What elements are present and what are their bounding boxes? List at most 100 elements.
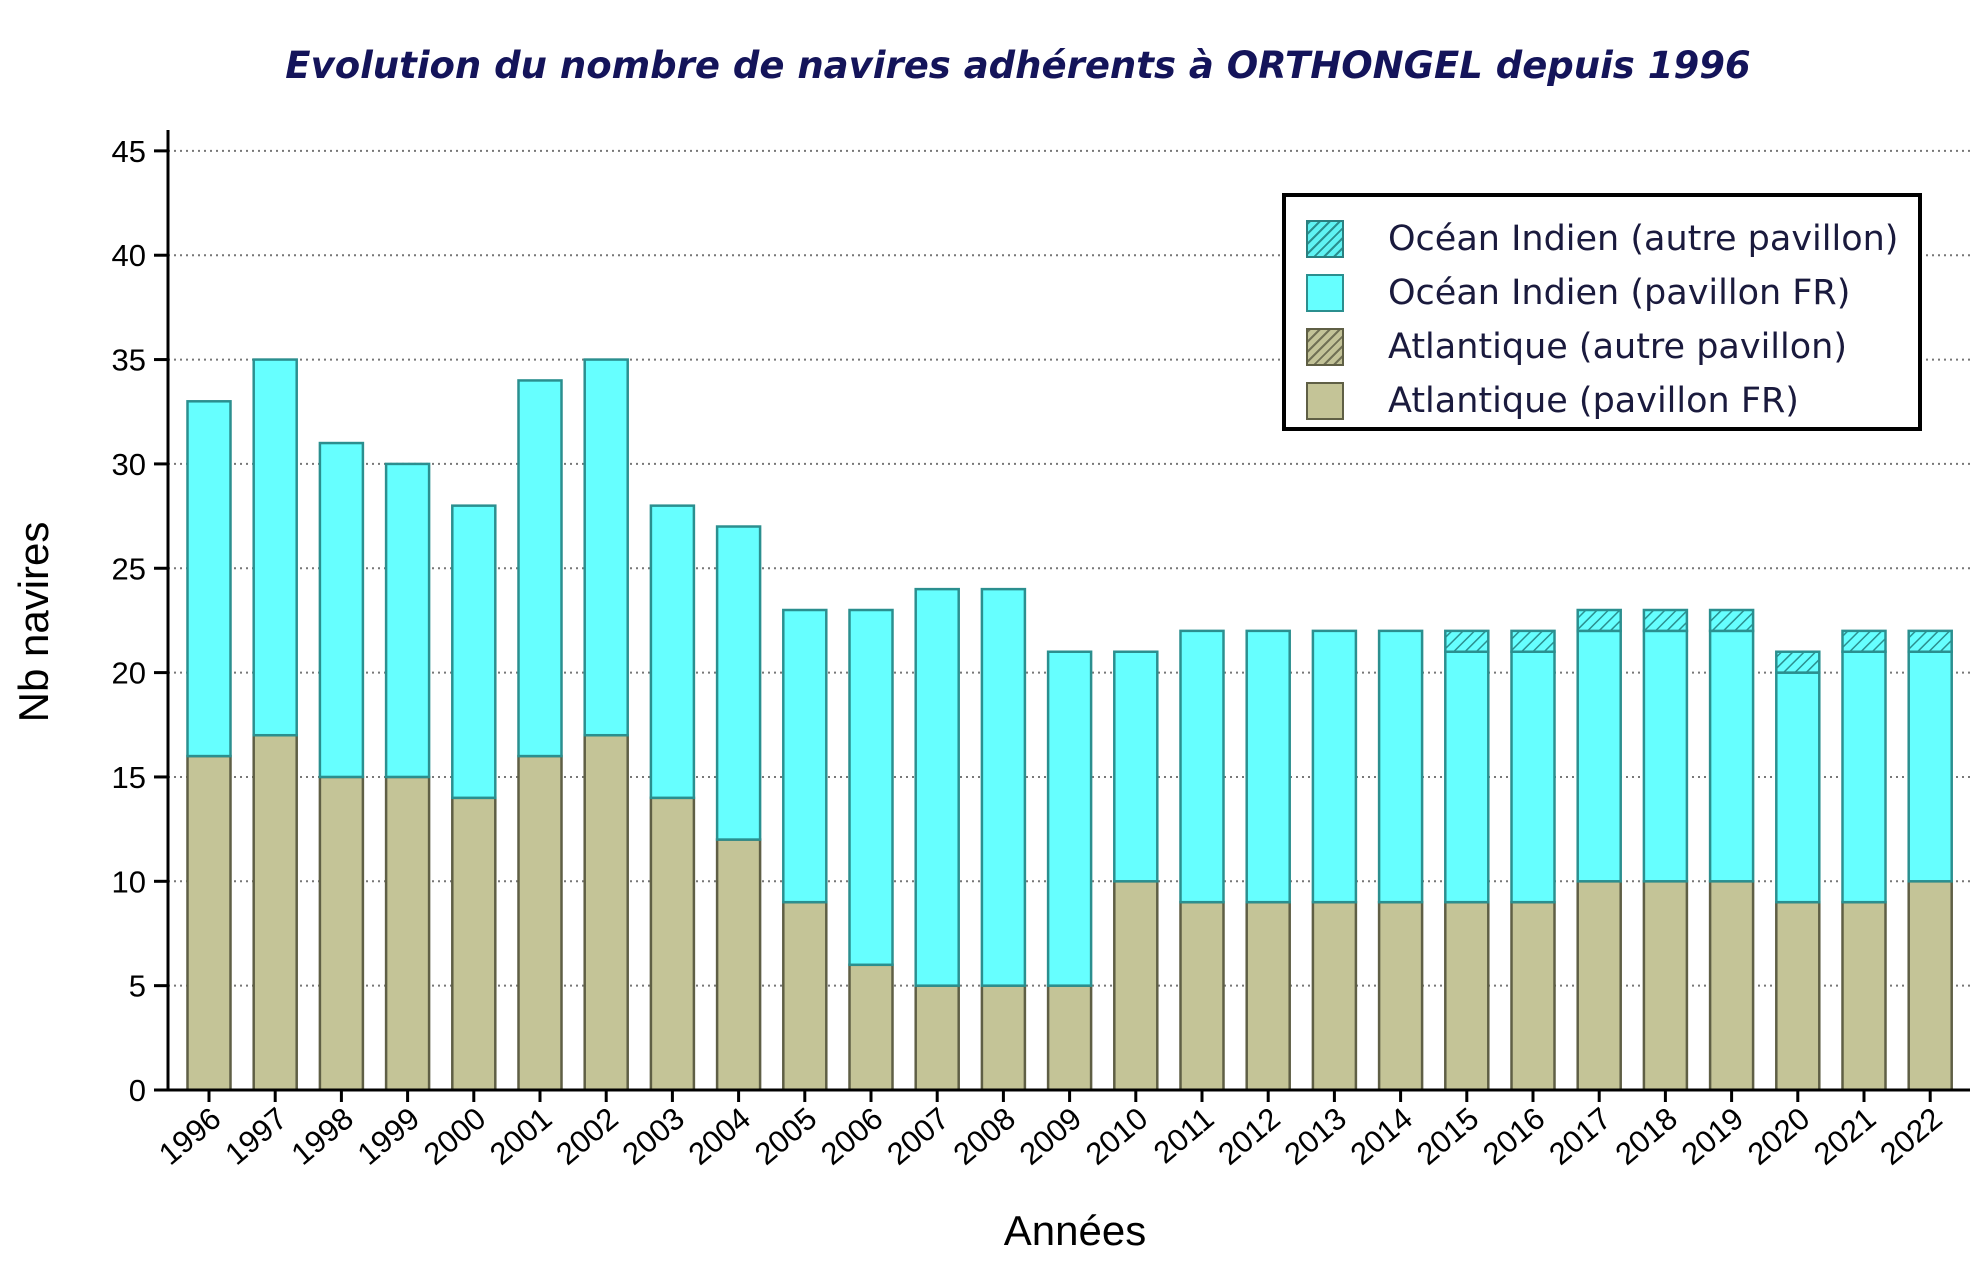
bar-segment (1245, 900, 1291, 1092)
bar-segment (848, 963, 894, 1092)
x-axis-label: Années (1004, 1207, 1146, 1254)
bar-segment (1377, 900, 1424, 1092)
x-tick-label: 2005 (748, 1101, 823, 1172)
bar-segment (1841, 629, 1887, 653)
bar-segment (186, 754, 232, 1092)
bar-segment (1907, 880, 1953, 1092)
bar-segment (451, 796, 497, 1092)
bar-segment (1510, 900, 1556, 1092)
bar-segment (1708, 880, 1755, 1092)
legend-swatch-ocean-indien-autre (1306, 220, 1344, 258)
x-tick-label: 2019 (1675, 1101, 1750, 1172)
x-tick-label: 2013 (1278, 1101, 1353, 1172)
bar-segment (1245, 629, 1291, 904)
y-tick-label: 40 (112, 238, 146, 273)
x-tick-label: 2018 (1609, 1101, 1684, 1172)
bar-segment (914, 984, 960, 1092)
x-tick-label: 2003 (616, 1101, 691, 1172)
y-tick-label: 30 (112, 447, 146, 482)
bar-segment (583, 358, 629, 737)
bar-segment (1444, 900, 1490, 1092)
bar-segment (1510, 650, 1556, 904)
bar-segment (1907, 650, 1953, 883)
bar-segment (980, 984, 1027, 1092)
chart-title: Evolution du nombre de navires adhérents… (285, 44, 1750, 87)
bar-segment (1311, 900, 1358, 1092)
bar-segment (1179, 629, 1225, 904)
x-tick-label: 2000 (417, 1101, 492, 1172)
x-tick-label: 2017 (1542, 1101, 1617, 1172)
bar-segment (451, 504, 497, 800)
y-tick-label: 20 (112, 656, 146, 691)
bar-segment (1841, 650, 1887, 904)
y-tick-label: 15 (112, 760, 146, 795)
bar-segment (1311, 629, 1358, 904)
bar-segment (1775, 671, 1821, 904)
x-tick-label: 2022 (1873, 1101, 1948, 1172)
bar-segment (517, 754, 563, 1092)
legend-swatch-atlantique-autre (1306, 328, 1344, 366)
bar-segment (1576, 608, 1622, 633)
x-tick-label: 2020 (1741, 1101, 1816, 1172)
legend-item-ocean-indien-fr: Océan Indien (pavillon FR) (1306, 271, 1850, 315)
bar-segment (1510, 629, 1556, 653)
bar-segment (318, 775, 365, 1092)
y-tick-label: 5 (129, 969, 146, 1004)
bar-segment (649, 796, 696, 1092)
bar-segment (517, 379, 563, 758)
bar-segment (1907, 629, 1953, 653)
bar-segment (252, 358, 298, 737)
y-tick-label: 0 (129, 1073, 146, 1108)
bar-segment (1708, 608, 1755, 633)
legend-item-atlantique-fr: Atlantique (pavillon FR) (1306, 379, 1799, 423)
bar-segment (1576, 880, 1622, 1092)
legend: Océan Indien (autre pavillon) Océan Indi… (1282, 193, 1922, 431)
bar-segment (649, 504, 696, 800)
legend-item-ocean-indien-autre: Océan Indien (autre pavillon) (1306, 217, 1898, 261)
bar-segment (1642, 629, 1689, 883)
bar-segment (1046, 650, 1093, 987)
bar-segment (715, 525, 762, 841)
y-tick-label: 10 (112, 864, 146, 899)
x-tick-label: 1996 (152, 1101, 227, 1172)
y-tick-label: 45 (112, 134, 146, 169)
x-tick-label: 2009 (1013, 1101, 1088, 1172)
x-tick-label: 2010 (1079, 1101, 1154, 1172)
x-tick-label: 2011 (1147, 1101, 1221, 1171)
bar-segment (782, 608, 828, 904)
legend-item-atlantique-autre: Atlantique (autre pavillon) (1306, 325, 1847, 369)
legend-label-atlantique-autre: Atlantique (autre pavillon) (1388, 327, 1847, 367)
bar-segment (1708, 629, 1755, 883)
bar-segment (848, 608, 894, 967)
x-tick-label: 2001 (483, 1101, 558, 1172)
legend-label-ocean-indien-autre: Océan Indien (autre pavillon) (1388, 219, 1899, 259)
x-tick-label: 2008 (947, 1101, 1022, 1172)
bar-segment (318, 441, 365, 779)
x-tick-label: 2006 (814, 1101, 889, 1172)
x-tick-label: 2016 (1476, 1101, 1551, 1172)
x-tick-label: 2014 (1344, 1101, 1419, 1172)
bar-segment (384, 775, 431, 1092)
bar-segment (1113, 880, 1159, 1092)
legend-label-atlantique-fr: Atlantique (pavillon FR) (1388, 381, 1799, 421)
bar-segment (252, 733, 298, 1092)
y-axis-label: Nb navires (10, 522, 57, 723)
x-tick-label: 1999 (351, 1101, 426, 1172)
bar-segment (186, 400, 232, 758)
bar-segment (782, 900, 828, 1092)
bar-segment (914, 587, 960, 987)
legend-swatch-ocean-indien-fr (1306, 274, 1344, 312)
x-tick-label: 2012 (1211, 1101, 1286, 1172)
bar-segment (583, 733, 629, 1092)
bar-segment (1642, 608, 1689, 633)
bar-segment (1775, 650, 1821, 674)
bar-segment (1113, 650, 1159, 883)
x-tick-label: 1998 (285, 1101, 360, 1172)
bar-segment (1444, 650, 1490, 904)
bar-segment (1444, 629, 1490, 653)
x-tick-label: 2002 (549, 1101, 624, 1172)
bar-segment (1179, 900, 1225, 1092)
x-tick-label: 2021 (1807, 1101, 1882, 1172)
